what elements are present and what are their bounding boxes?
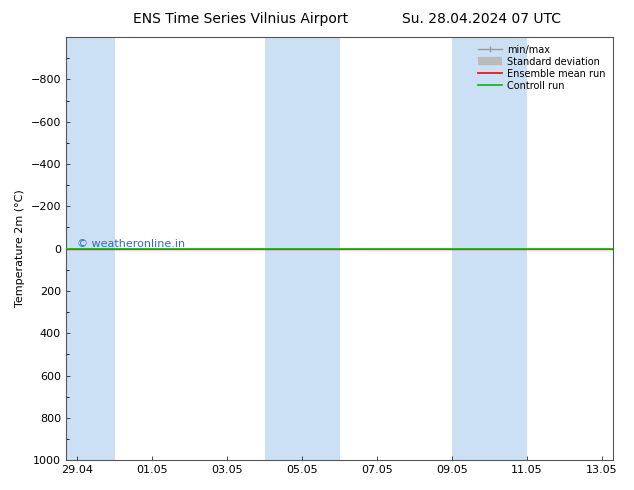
Bar xyxy=(66,37,115,460)
Text: Su. 28.04.2024 07 UTC: Su. 28.04.2024 07 UTC xyxy=(403,12,561,26)
Bar xyxy=(452,37,527,460)
Text: ENS Time Series Vilnius Airport: ENS Time Series Vilnius Airport xyxy=(133,12,349,26)
Bar xyxy=(264,37,340,460)
Legend: min/max, Standard deviation, Ensemble mean run, Controll run: min/max, Standard deviation, Ensemble me… xyxy=(475,42,609,94)
Y-axis label: Temperature 2m (°C): Temperature 2m (°C) xyxy=(15,190,25,307)
Text: © weatheronline.in: © weatheronline.in xyxy=(77,239,185,248)
